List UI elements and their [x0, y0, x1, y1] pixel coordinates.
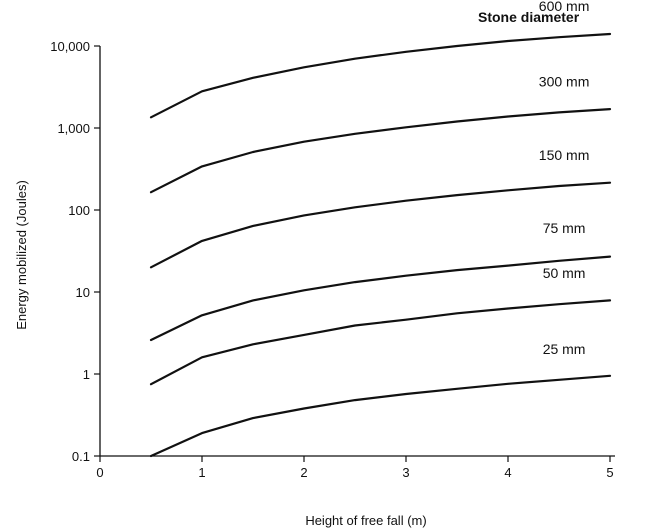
y-tick-label: 0.1 [72, 449, 90, 464]
series-label: 600 mm [539, 0, 590, 14]
x-tick-label: 2 [300, 465, 307, 480]
series-curves [149, 32, 612, 458]
x-tick-label: 1 [198, 465, 205, 480]
y-tick-label: 1,000 [57, 121, 90, 136]
series-line-300-mm [149, 107, 612, 194]
series-labels: 600 mm 300 mm 150 mm 75 mm 50 mm 25 mm [539, 0, 590, 357]
series-line-75-mm [149, 255, 612, 342]
series-label: 300 mm [539, 73, 590, 89]
series-line-600-mm [149, 32, 612, 119]
series-line-150-mm [149, 181, 612, 269]
x-axis-ticks: 0 1 2 3 4 5 [96, 456, 614, 480]
series-label: 50 mm [543, 265, 586, 281]
y-tick-label: 100 [68, 203, 90, 218]
series-label: 150 mm [539, 147, 590, 163]
series-label: 75 mm [543, 220, 586, 236]
series-label: 25 mm [543, 341, 586, 357]
y-tick-label: 1 [83, 367, 90, 382]
x-axis-title: Height of free fall (m) [305, 513, 426, 528]
x-tick-label: 0 [96, 465, 103, 480]
series-line-25-mm [149, 374, 612, 458]
series-line-50-mm [149, 299, 612, 386]
y-tick-label: 10,000 [50, 39, 90, 54]
legend-title: Stone diameter [478, 9, 580, 25]
y-axis-title: Energy mobilized (Joules) [14, 180, 29, 330]
x-tick-label: 3 [402, 465, 409, 480]
y-axis-ticks: 0.1 1 10 100 1,000 10,000 [50, 39, 100, 464]
x-tick-label: 4 [504, 465, 511, 480]
y-tick-label: 10 [76, 285, 90, 300]
x-tick-label: 5 [606, 465, 613, 480]
